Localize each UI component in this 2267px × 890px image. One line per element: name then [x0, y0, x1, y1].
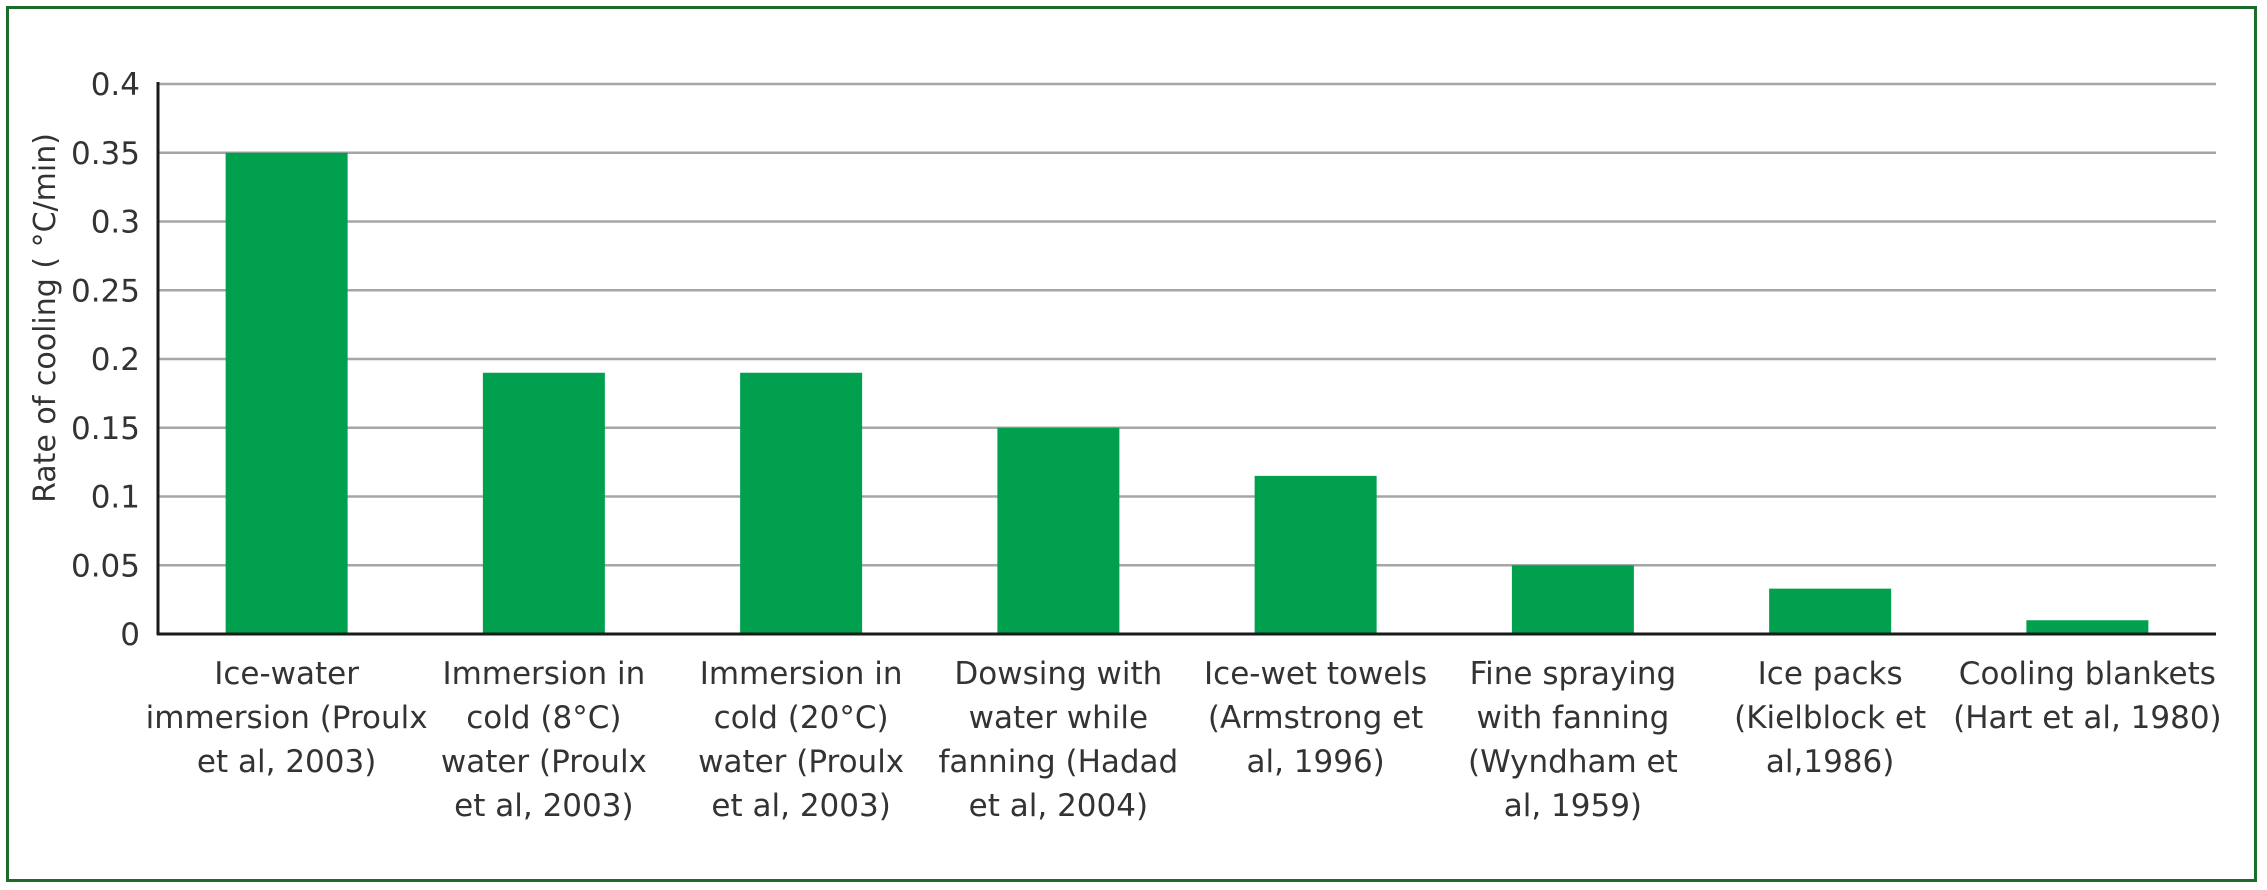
x-category-label-line: water while [969, 700, 1148, 736]
y-tick-labels: 0 0.05 0.1 0.15 0.2 0.25 0.3 0.35 0.4 [71, 67, 140, 653]
y-tick-label: 0.15 [71, 411, 140, 447]
y-axis-title: Rate of cooling ( °C/min) [28, 133, 63, 503]
x-category-label-line: cold (20°C) [714, 700, 889, 736]
x-category-label-line: (Wyndham et [1468, 744, 1678, 780]
x-category-label: Fine spraying with fanning (Wyndham et al, … [1468, 656, 1678, 824]
x-category-label-line: (Armstrong et [1208, 700, 1423, 736]
x-category-labels: Ice-water immersion (Proulx et al, 2003)Im… [146, 656, 2222, 824]
bar [226, 153, 348, 634]
y-tick-label: 0.3 [91, 205, 140, 241]
y-tick-label: 0.4 [91, 67, 140, 103]
x-category-label: Dowsing with water while fanning (Hadad et … [938, 656, 1178, 824]
x-category-label: Ice-wet towels (Armstrong et al, 1996) [1204, 656, 1427, 780]
y-tick-label: 0.35 [71, 136, 140, 172]
x-category-label-line: immersion (Proulx [146, 700, 428, 736]
x-category-label: Cooling blankets (Hart et al, 1980) [1953, 656, 2222, 736]
x-category-label-line: (Kielblock et [1734, 700, 1926, 736]
x-category-label-line: Immersion in [442, 656, 645, 692]
x-category-label: Immersion in cold (8°C) water (Proulx et al… [441, 656, 647, 824]
bar [1512, 565, 1634, 634]
bar [997, 428, 1119, 634]
x-category-label: Ice packs (Kielblock et al,1986) [1734, 656, 1926, 780]
bar [1255, 476, 1377, 634]
x-category-label-line: Immersion in [700, 656, 903, 692]
x-category-label-line: water (Proulx [698, 744, 904, 780]
bar [740, 373, 862, 634]
x-category-label-line: with fanning [1476, 700, 1669, 736]
x-category-label: Ice-water immersion (Proulx et al, 2003) [146, 656, 428, 780]
y-tick-label: 0.2 [91, 342, 140, 378]
x-category-label-line: et al, 2004) [969, 788, 1148, 824]
x-category-label-line: cold (8°C) [466, 700, 621, 736]
x-category-label-line: Ice-water [214, 656, 359, 692]
y-tick-label: 0 [120, 617, 140, 653]
x-category-label-line: (Hart et al, 1980) [1953, 700, 2222, 736]
gridlines [158, 84, 2216, 565]
x-category-label-line: Ice packs [1758, 656, 1903, 692]
x-category-label: Immersion in cold (20°C) water (Proulx et a… [698, 656, 904, 824]
x-category-label-line: fanning (Hadad [938, 744, 1178, 780]
x-category-label-line: et al, 2003) [197, 744, 376, 780]
x-category-label-line: water (Proulx [441, 744, 647, 780]
bar-chart: 0 0.05 0.1 0.15 0.2 0.25 0.3 0.35 0.4 Ice-water i… [0, 0, 2267, 890]
x-category-label-line: et al, 2003) [454, 788, 633, 824]
bar [483, 373, 605, 634]
x-category-label-line: al, 1959) [1504, 788, 1642, 824]
x-category-label-line: Fine spraying [1470, 656, 1677, 692]
x-category-label-line: al, 1996) [1246, 744, 1384, 780]
x-category-label-line: al,1986) [1766, 744, 1894, 780]
bar [2026, 620, 2148, 634]
bars [226, 153, 2149, 634]
x-category-label-line: Cooling blankets [1959, 656, 2216, 692]
x-category-label-line: et al, 2003) [711, 788, 890, 824]
y-tick-label: 0.05 [71, 548, 140, 584]
x-category-label-line: Dowsing with [954, 656, 1162, 692]
bar [1769, 589, 1891, 634]
y-tick-label: 0.25 [71, 273, 140, 309]
y-tick-label: 0.1 [91, 480, 140, 516]
x-category-label-line: Ice-wet towels [1204, 656, 1427, 692]
